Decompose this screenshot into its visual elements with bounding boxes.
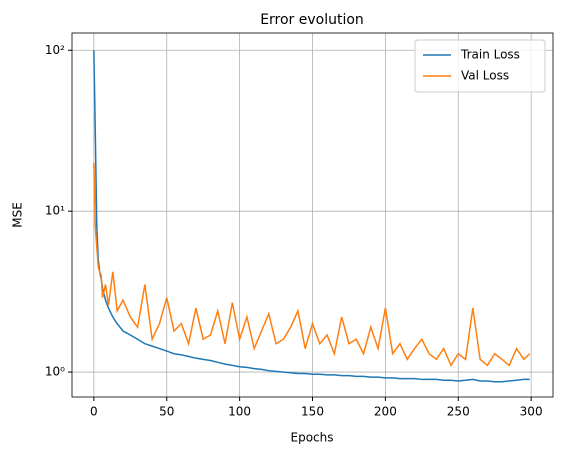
legend-box — [414, 39, 546, 93]
x-tick-label: 200 — [374, 405, 397, 419]
line-series — [93, 162, 531, 368]
x-tick-label: 250 — [447, 405, 470, 419]
chart-title: Error evolution — [260, 12, 364, 28]
x-tick-label: 0 — [90, 405, 98, 419]
line-series — [93, 50, 530, 383]
x-tick-label: 50 — [159, 405, 174, 419]
legend-label: Val Loss — [461, 69, 509, 83]
y-axis-label: MSE — [11, 202, 25, 228]
x-axis-label: Epochs — [291, 431, 334, 445]
x-tick-label: 150 — [301, 405, 324, 419]
y-tick-label: 10⁰ — [45, 365, 65, 379]
y-tick-label: 10² — [45, 43, 65, 57]
x-tick-label: 100 — [228, 405, 251, 419]
y-tick-label: 10¹ — [45, 204, 65, 218]
legend-label: Train Loss — [460, 48, 520, 62]
plot-frame — [71, 32, 554, 398]
x-tick-label: 300 — [520, 405, 543, 419]
